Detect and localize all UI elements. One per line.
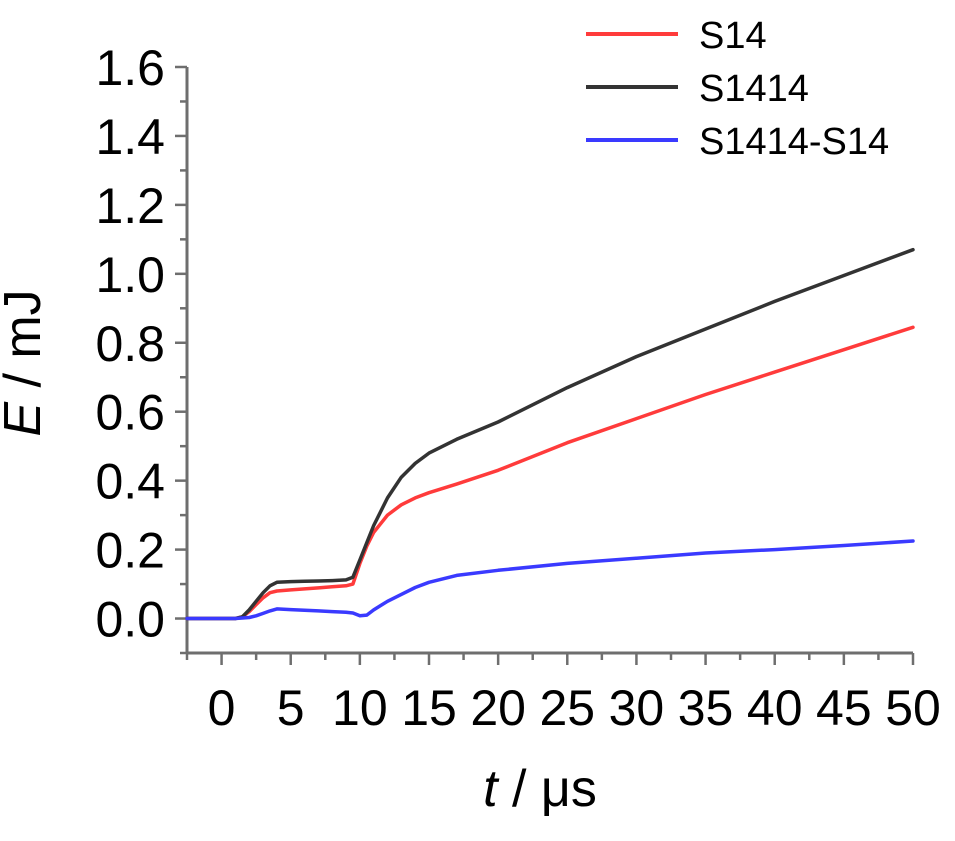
x-axis-unit: / μs bbox=[498, 760, 597, 818]
y-tick-label: 1.4 bbox=[95, 109, 165, 165]
x-tick-label: 15 bbox=[401, 680, 457, 736]
x-tick-label: 20 bbox=[470, 680, 526, 736]
x-tick-label: 50 bbox=[885, 680, 941, 736]
series-line-s14 bbox=[185, 325, 915, 621]
y-tick-label: 0.6 bbox=[95, 385, 165, 441]
x-axis-label: t / μs bbox=[483, 760, 597, 818]
legend-label: S14 bbox=[699, 15, 767, 57]
x-tick-label: 25 bbox=[539, 680, 595, 736]
x-tick-label: 45 bbox=[816, 680, 872, 736]
y-axis-label: E / mJ bbox=[0, 289, 52, 436]
y-tick-label: 0.2 bbox=[95, 523, 165, 579]
y-axis-unit: / mJ bbox=[0, 289, 52, 402]
y-axis-variable: E bbox=[0, 401, 52, 437]
x-tick-label: 40 bbox=[747, 680, 803, 736]
y-tick-label: 1.6 bbox=[95, 40, 165, 96]
legend-label: S1414-S14 bbox=[699, 121, 889, 163]
legend: S14 S1414 S1414-S14 bbox=[586, 15, 889, 163]
legend-label: S1414 bbox=[699, 68, 809, 110]
x-tick-label: 0 bbox=[208, 680, 236, 736]
x-tick-label: 30 bbox=[609, 680, 665, 736]
y-tick-label: 0.0 bbox=[95, 592, 165, 648]
x-tick-label: 5 bbox=[277, 680, 305, 736]
series-line-s1414 bbox=[185, 247, 915, 621]
y-tick-label: 0.4 bbox=[95, 454, 165, 510]
y-tick-label: 1.0 bbox=[95, 247, 165, 303]
x-axis-ticks: 0 5 10 15 20 25 30 35 40 45 50 bbox=[185, 653, 941, 736]
series-line-s1414-s14 bbox=[185, 539, 915, 621]
y-tick-label: 1.2 bbox=[95, 178, 165, 234]
y-tick-label: 0.8 bbox=[95, 316, 165, 372]
series-lines bbox=[185, 247, 915, 621]
y-axis-ticks: 0.0 0.2 0.4 0.6 0.8 1.0 1.2 1.4 1.6 bbox=[95, 40, 187, 655]
x-axis-variable: t bbox=[483, 760, 500, 818]
x-tick-label: 10 bbox=[332, 680, 388, 736]
x-tick-label: 35 bbox=[678, 680, 734, 736]
